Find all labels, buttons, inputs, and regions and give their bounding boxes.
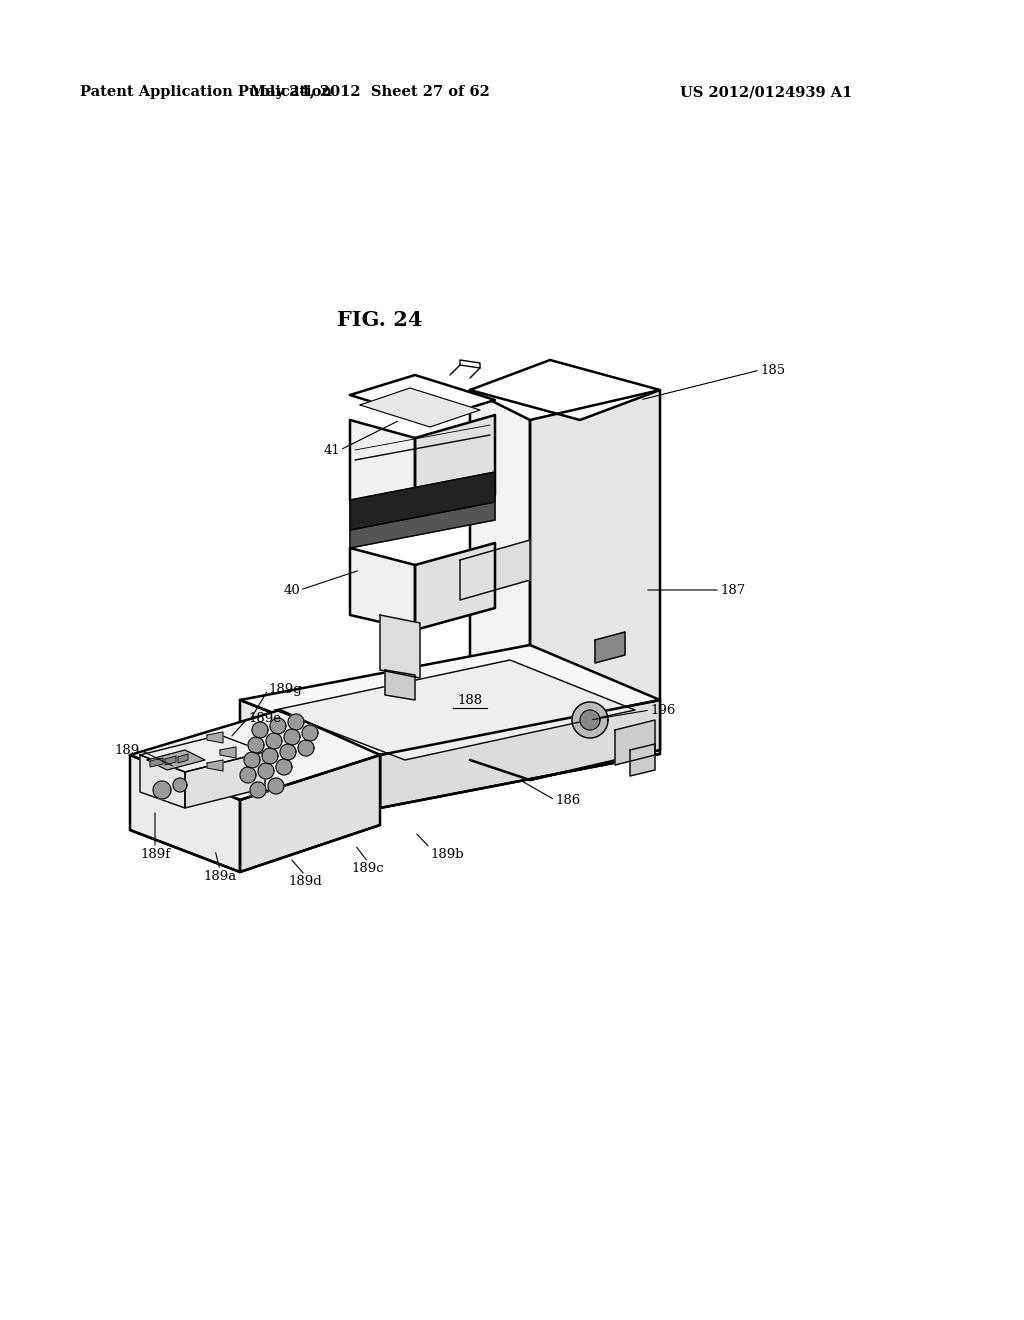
Polygon shape [415,414,495,517]
Text: 189g: 189g [268,684,302,697]
Polygon shape [630,744,655,776]
Polygon shape [185,752,265,808]
Polygon shape [280,744,296,760]
Polygon shape [248,737,264,752]
Polygon shape [130,710,380,800]
Text: May 24, 2012  Sheet 27 of 62: May 24, 2012 Sheet 27 of 62 [250,84,489,99]
Polygon shape [595,632,625,663]
Text: Patent Application Publication: Patent Application Publication [80,84,332,99]
Polygon shape [240,645,660,755]
Polygon shape [380,615,420,678]
Polygon shape [302,725,318,741]
Polygon shape [460,540,530,601]
Polygon shape [350,420,415,517]
Polygon shape [207,733,223,743]
Polygon shape [350,375,495,420]
Polygon shape [147,750,205,770]
Text: 41: 41 [324,444,340,457]
Polygon shape [470,389,530,780]
Polygon shape [276,759,292,775]
Text: 196: 196 [650,704,676,717]
Polygon shape [268,777,284,795]
Polygon shape [150,758,163,767]
Text: 189: 189 [115,743,140,756]
Polygon shape [350,548,415,630]
Polygon shape [130,755,240,873]
Text: 187: 187 [720,583,745,597]
Text: 185: 185 [760,363,785,376]
Polygon shape [240,755,380,873]
Text: 189f: 189f [140,847,170,861]
Polygon shape [220,747,236,758]
Polygon shape [385,671,415,700]
Polygon shape [244,752,260,768]
Polygon shape [262,748,278,764]
Polygon shape [470,360,660,420]
Polygon shape [178,754,188,763]
Text: FIG. 24: FIG. 24 [337,310,423,330]
Polygon shape [258,763,274,779]
Polygon shape [530,389,660,780]
Polygon shape [580,710,600,730]
Text: 189a: 189a [204,870,237,883]
Polygon shape [240,767,256,783]
Polygon shape [572,702,608,738]
Polygon shape [275,660,635,760]
Text: 189c: 189c [351,862,384,875]
Text: 189b: 189b [430,847,464,861]
Polygon shape [165,756,176,766]
Text: 188: 188 [458,693,482,706]
Polygon shape [240,700,380,808]
Text: 40: 40 [284,583,300,597]
Polygon shape [288,714,304,730]
Polygon shape [252,722,268,738]
Polygon shape [415,543,495,630]
Polygon shape [360,388,480,426]
Polygon shape [140,735,265,772]
Text: 186: 186 [555,793,581,807]
Polygon shape [266,733,282,748]
Text: 189d: 189d [288,875,322,888]
Polygon shape [298,741,314,756]
Polygon shape [250,781,266,799]
Text: US 2012/0124939 A1: US 2012/0124939 A1 [680,84,852,99]
Polygon shape [350,502,495,548]
Text: 189e: 189e [248,711,281,725]
Polygon shape [615,719,655,766]
Polygon shape [173,777,187,792]
Polygon shape [207,760,223,771]
Polygon shape [140,755,185,808]
Polygon shape [380,700,660,808]
Polygon shape [350,473,495,531]
Polygon shape [153,781,171,799]
Polygon shape [270,718,286,734]
Polygon shape [284,729,300,744]
